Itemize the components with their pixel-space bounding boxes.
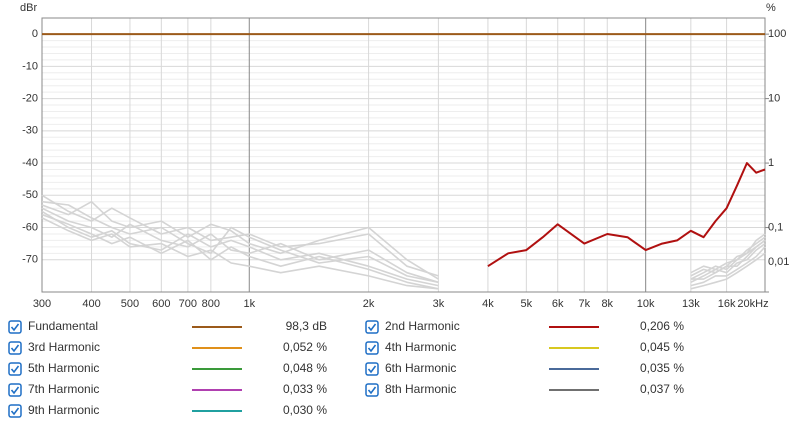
series-line: [690, 239, 766, 274]
y2-tick-label: 0,01: [768, 256, 789, 268]
series-line: [690, 236, 766, 280]
x-tick-label: 5k: [521, 298, 533, 310]
legend-name: 6th Harmonic: [385, 361, 456, 375]
checkbox[interactable]: [8, 362, 22, 376]
x-tick-label: 8k: [601, 298, 613, 310]
legend-entry[interactable]: 2nd Harmonic 0,206 %: [365, 319, 684, 334]
y-tick-label: -30: [22, 125, 38, 137]
x-tick-label: 3k: [433, 298, 445, 310]
legend-entry[interactable]: 3rd Harmonic 0,052 %: [8, 340, 327, 355]
checkmark: [367, 365, 377, 374]
legend-entry[interactable]: 6th Harmonic 0,035 %: [365, 361, 684, 376]
x-tick-label: 20kHz: [737, 298, 768, 310]
legend-name: 4th Harmonic: [385, 340, 456, 354]
legend-name: 5th Harmonic: [28, 361, 99, 375]
series-line: [690, 252, 766, 290]
y-tick-label: -70: [22, 254, 38, 266]
y-axis-label: dBr: [20, 2, 37, 14]
legend-name: 9th Harmonic: [28, 403, 99, 417]
x-tick-label: 6k: [552, 298, 564, 310]
legend: Fundamental 98,3 dB 2nd Harmonic 0,206 % 3rd…: [8, 319, 684, 418]
x-tick-label: 400: [82, 298, 100, 310]
series-line: [41, 207, 439, 284]
x-tick-label: 500: [121, 298, 139, 310]
series-line: [41, 200, 439, 284]
y2-tick-label: 0,1: [768, 221, 783, 233]
series-line: [41, 217, 439, 290]
x-tick-label: 16k: [718, 298, 736, 310]
plot-frame: [41, 17, 766, 293]
legend-entry[interactable]: 5th Harmonic 0,048 %: [8, 361, 327, 376]
legend-value: 0,206 %: [640, 319, 684, 333]
legend-value: 0,048 %: [283, 361, 327, 375]
x-tick-label: 800: [202, 298, 220, 310]
checkbox[interactable]: [365, 362, 379, 376]
y2-tick-label: 10: [768, 93, 780, 105]
y-tick-label: -40: [22, 157, 38, 169]
legend-entry[interactable]: 9th Harmonic 0,030 %: [8, 403, 327, 418]
y-tick-label: -60: [22, 221, 38, 233]
series-line: [690, 242, 766, 284]
series-line: [41, 213, 439, 290]
series-line: [487, 162, 766, 268]
checkmark: [367, 386, 377, 395]
legend-value: 0,037 %: [640, 382, 684, 396]
series-line: [41, 210, 439, 287]
x-tick-label: 600: [152, 298, 170, 310]
legend-value: 0,052 %: [283, 340, 327, 354]
checkbox[interactable]: [365, 341, 379, 355]
checkbox[interactable]: [8, 341, 22, 355]
legend-entry[interactable]: 7th Harmonic 0,033 %: [8, 382, 327, 397]
checkbox[interactable]: [365, 320, 379, 334]
x-tick-label: 10k: [637, 298, 655, 310]
checkbox[interactable]: [8, 320, 22, 334]
x-tick-label: 1k: [243, 298, 255, 310]
legend-name: Fundamental: [28, 319, 98, 333]
x-tick-label: 700: [179, 298, 197, 310]
x-tick-label: 13k: [682, 298, 700, 310]
checkmark: [10, 344, 20, 353]
y2-tick-label: 1: [768, 157, 774, 169]
y-tick-label: 0: [32, 28, 38, 40]
checkbox[interactable]: [8, 404, 22, 418]
x-tick-label: 7k: [578, 298, 590, 310]
legend-value: 0,030 %: [283, 403, 327, 417]
checkmark: [10, 386, 20, 395]
series-line: [41, 200, 439, 280]
x-tick-label: 300: [33, 298, 51, 310]
legend-value: 0,035 %: [640, 361, 684, 375]
checkbox[interactable]: [8, 383, 22, 397]
legend-entry[interactable]: 4th Harmonic 0,045 %: [365, 340, 684, 355]
x-tick-label: 4k: [482, 298, 494, 310]
y2-tick-label: 100: [768, 28, 786, 40]
checkmark: [367, 323, 377, 332]
legend-name: 7th Harmonic: [28, 382, 99, 396]
y-tick-label: -10: [22, 60, 38, 72]
legend-entry[interactable]: Fundamental 98,3 dB: [8, 319, 327, 334]
checkmark: [10, 407, 20, 416]
y2-axis-label: %: [766, 2, 776, 14]
y-tick-label: -50: [22, 189, 38, 201]
legend-value: 0,033 %: [283, 382, 327, 396]
legend-name: 8th Harmonic: [385, 382, 456, 396]
checkmark: [367, 344, 377, 353]
legend-value: 0,045 %: [640, 340, 684, 354]
x-tick-label: 2k: [363, 298, 375, 310]
checkmark: [10, 323, 20, 332]
y-tick-label: -20: [22, 92, 38, 104]
series-line: [41, 194, 439, 277]
series-line: [690, 246, 766, 287]
checkmark: [10, 365, 20, 374]
legend-entry[interactable]: 8th Harmonic 0,037 %: [365, 382, 684, 397]
legend-name: 3rd Harmonic: [28, 340, 100, 354]
legend-name: 2nd Harmonic: [385, 319, 460, 333]
checkbox[interactable]: [365, 383, 379, 397]
legend-value: 98,3 dB: [286, 319, 327, 333]
